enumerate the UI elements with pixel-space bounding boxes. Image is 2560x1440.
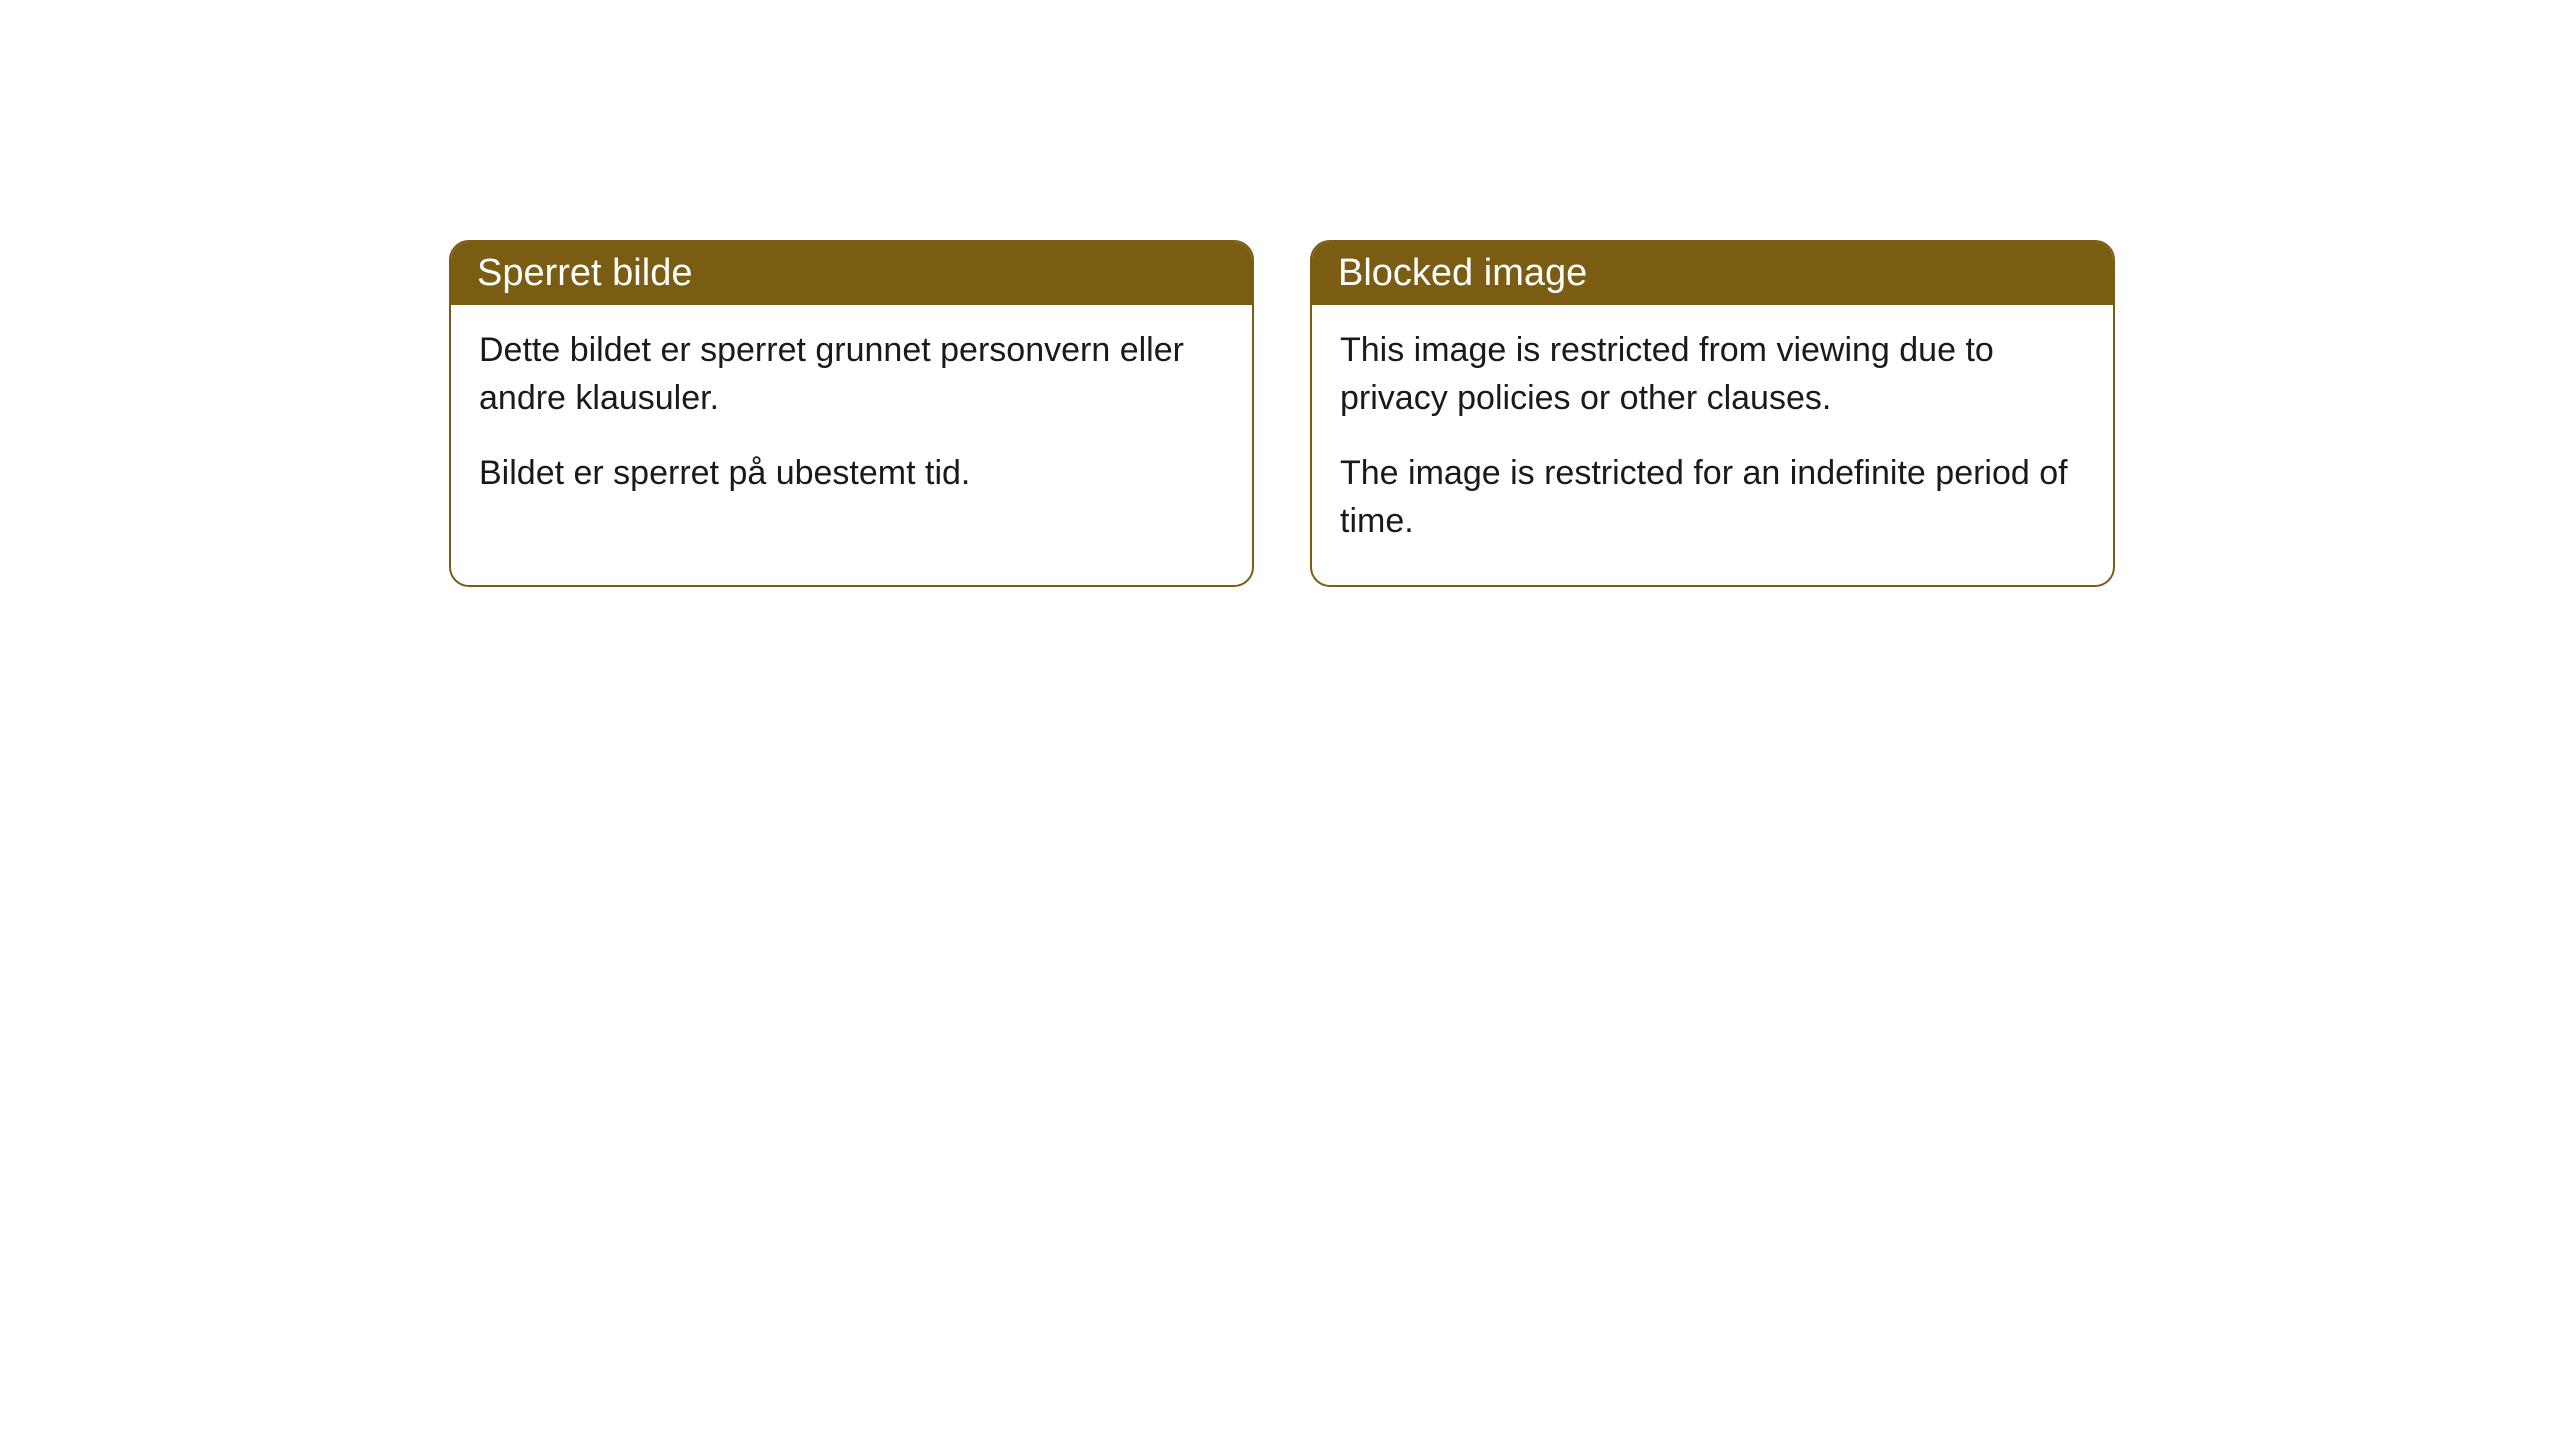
card-body: Dette bildet er sperret grunnet personve… bbox=[451, 305, 1252, 538]
card-title: Blocked image bbox=[1338, 252, 1587, 294]
card-title: Sperret bilde bbox=[477, 252, 692, 294]
card-paragraph-2: The image is restricted for an indefinit… bbox=[1340, 450, 2085, 545]
card-header: Blocked image bbox=[1312, 242, 2113, 305]
card-paragraph-1: This image is restricted from viewing du… bbox=[1340, 327, 2085, 422]
blocked-image-card-english: Blocked image This image is restricted f… bbox=[1310, 240, 2115, 587]
cards-container: Sperret bilde Dette bildet er sperret gr… bbox=[449, 240, 2115, 587]
card-body: This image is restricted from viewing du… bbox=[1312, 305, 2113, 585]
blocked-image-card-norwegian: Sperret bilde Dette bildet er sperret gr… bbox=[449, 240, 1254, 587]
card-paragraph-2: Bildet er sperret på ubestemt tid. bbox=[479, 450, 1224, 498]
card-header: Sperret bilde bbox=[451, 242, 1252, 305]
card-paragraph-1: Dette bildet er sperret grunnet personve… bbox=[479, 327, 1224, 422]
